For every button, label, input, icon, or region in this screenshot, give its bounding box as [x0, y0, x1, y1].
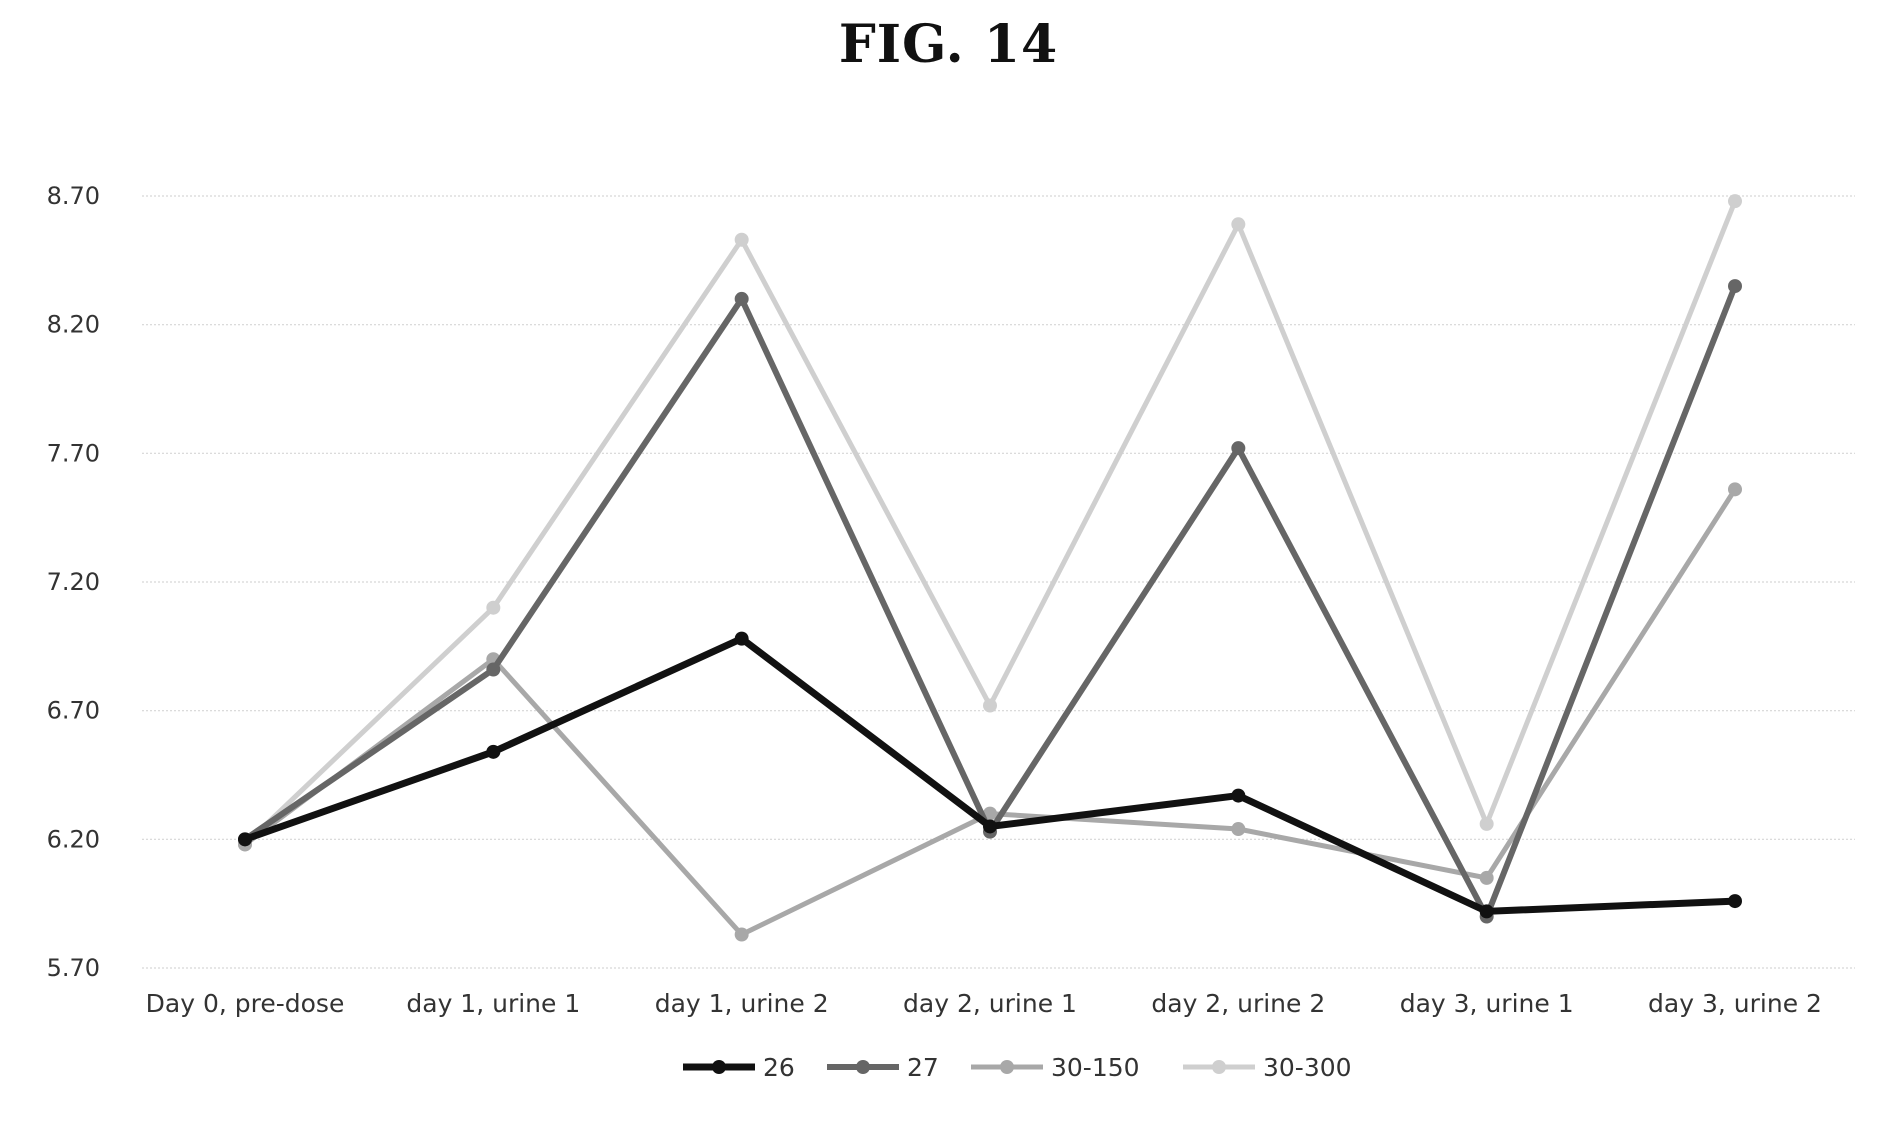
data-point-30-150-6: [1728, 482, 1742, 497]
legend-item-30-300: 30-300: [1183, 1053, 1352, 1082]
legend-item-26: 26: [683, 1053, 795, 1082]
data-point-26-5: [1479, 904, 1494, 919]
legend-swatch-marker-30-150: [1000, 1060, 1014, 1074]
y-tick-label-0: 5.70: [47, 954, 100, 982]
legend-item-30-150: 30-150: [971, 1053, 1140, 1082]
data-point-26-3: [983, 819, 997, 834]
x-axis-ticks: Day 0, pre-dose day 1, urine 1 day 1, urin…: [146, 989, 1822, 1018]
data-point-27-4: [1231, 441, 1246, 456]
data-point-26-1: [486, 744, 501, 759]
x-tick-label-1: day 1, urine 1: [406, 989, 580, 1018]
legend: 26 27 30-150 30-300: [683, 1053, 1352, 1082]
legend-swatch-marker-30-300: [1212, 1060, 1226, 1074]
data-point-30-300-6: [1728, 194, 1742, 209]
y-tick-label-6: 8.70: [47, 182, 100, 210]
series-30-300: [238, 194, 1742, 852]
data-point-30-300-3: [983, 698, 997, 713]
data-point-30-300-5: [1479, 816, 1494, 831]
data-point-30-150-4: [1231, 822, 1246, 837]
data-point-30-300-1: [486, 600, 501, 615]
x-tick-label-5: day 3, urine 1: [1400, 989, 1574, 1018]
data-point-27-2: [734, 291, 749, 306]
legend-label-30-150: 30-150: [1051, 1053, 1140, 1082]
data-point-27-6: [1728, 279, 1742, 294]
legend-label-30-300: 30-300: [1263, 1053, 1352, 1082]
y-tick-label-5: 8.20: [47, 311, 100, 339]
data-point-30-150-5: [1479, 870, 1494, 885]
y-axis-ticks: 5.70 6.20 6.70 7.20 7.70 8.20 8.70: [47, 182, 100, 982]
data-point-30-300-2: [734, 232, 749, 247]
y-tick-label-2: 6.70: [47, 697, 100, 725]
legend-swatch-marker-27: [856, 1060, 870, 1074]
x-tick-label-0: Day 0, pre-dose: [146, 989, 345, 1018]
legend-item-27: 27: [827, 1053, 939, 1082]
y-tick-label-3: 7.20: [47, 568, 100, 596]
y-tick-label-4: 7.70: [47, 439, 100, 467]
data-point-26-6: [1728, 894, 1742, 909]
data-point-27-1: [486, 662, 501, 677]
data-point-30-300-4: [1231, 217, 1246, 232]
y-tick-label-1: 6.20: [47, 825, 100, 853]
x-tick-label-4: day 2, urine 2: [1151, 989, 1325, 1018]
legend-label-27: 27: [907, 1053, 939, 1082]
series-line-30-300: [243, 200, 1738, 847]
data-point-26-2: [734, 631, 749, 646]
data-point-26-4: [1231, 788, 1246, 803]
series-26: [238, 631, 1742, 919]
x-tick-label-6: day 3, urine 2: [1648, 989, 1822, 1018]
legend-label-26: 26: [763, 1053, 795, 1082]
data-point-30-150-2: [734, 927, 749, 942]
gridlines: [142, 195, 1855, 969]
x-tick-label-2: day 1, urine 2: [655, 989, 829, 1018]
figure-title: FIG. 14: [838, 14, 1059, 75]
data-point-26-0: [238, 832, 252, 847]
x-tick-label-3: day 2, urine 1: [903, 989, 1077, 1018]
series-group: [238, 194, 1742, 942]
legend-swatch-marker-26: [712, 1060, 726, 1074]
